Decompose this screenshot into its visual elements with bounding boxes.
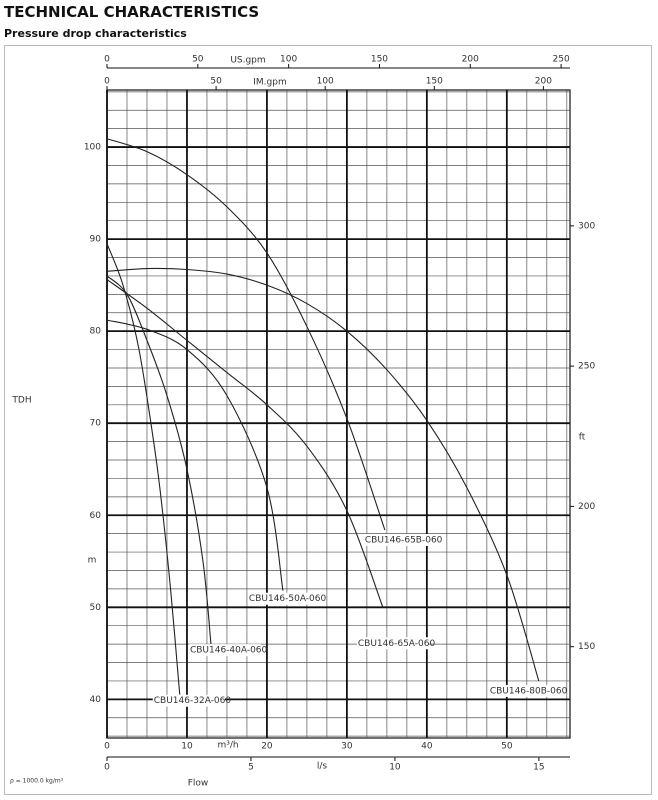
x-title: Flow — [188, 779, 209, 789]
curve-label: CBU146-65A-060 — [358, 639, 436, 649]
y-tick-label: 40 — [90, 695, 102, 705]
pump-curve — [106, 279, 384, 608]
y-axis-label: m — [88, 556, 97, 566]
x2-tick-label: 50 — [192, 55, 204, 65]
y-tick-label: 90 — [90, 235, 102, 245]
page-title: TECHNICAL CHARACTERISTICS — [4, 3, 260, 21]
axis-label: US.gpm — [230, 56, 265, 66]
y-tick-label: 70 — [90, 419, 102, 429]
y2-tick-label: 250 — [578, 362, 595, 372]
y-tick-label: 80 — [90, 327, 102, 337]
x2-tick-label: 5 — [248, 763, 254, 773]
y-tick-label: 60 — [90, 511, 102, 521]
axis-label: IM.gpm — [253, 78, 286, 88]
x2-tick-label: 0 — [104, 77, 110, 87]
x2-tick-label: 0 — [104, 763, 110, 773]
axis-label: l/s — [317, 762, 328, 772]
curve-label-bg — [152, 694, 225, 707]
x-axis-label: m³/h — [217, 741, 238, 751]
curve-label-bg — [356, 637, 429, 650]
plot-area — [106, 89, 571, 739]
x2-tick-label: 50 — [210, 77, 222, 87]
pump-curve — [106, 267, 540, 682]
pump-curve — [106, 319, 284, 591]
x2-tick-label: 100 — [280, 55, 297, 65]
x-tick-label: 40 — [421, 742, 433, 752]
curve-label-bg — [247, 592, 320, 605]
x2-tick-label: 150 — [426, 77, 443, 87]
y-tick-label: 100 — [84, 143, 101, 153]
curve-label-bg — [363, 533, 436, 546]
x2-tick-label: 150 — [371, 55, 388, 65]
x2-tick-label: 100 — [317, 77, 334, 87]
pump-curve — [106, 243, 181, 695]
curve-label-bg — [488, 684, 561, 697]
x-tick-label: 20 — [261, 742, 273, 752]
x2-tick-label: 0 — [104, 55, 110, 65]
curve-label: CBU146-80B-060 — [490, 686, 568, 696]
x-tick-label: 10 — [181, 742, 193, 752]
pump-curve — [106, 138, 386, 531]
y2-tick-label: 300 — [578, 221, 595, 231]
page-subtitle: Pressure drop characteristics — [4, 27, 187, 40]
curve-label-bg — [188, 644, 261, 657]
axis-label: ft — [579, 433, 586, 443]
curve-label: CBU146-50A-060 — [249, 594, 327, 604]
y-tick-label: 50 — [90, 603, 102, 613]
x-tick-label: 50 — [501, 742, 513, 752]
curve-label: CBU146-32A-060 — [154, 696, 232, 706]
x2-tick-label: 200 — [462, 55, 479, 65]
y2-tick-label: 150 — [578, 642, 595, 652]
pump-curve — [106, 275, 212, 645]
density-note: ρ = 1000.0 kg/m³ — [10, 778, 64, 785]
x2-tick-label: 15 — [533, 763, 544, 773]
x-tick-label: 30 — [341, 742, 353, 752]
x2-tick-label: 250 — [553, 55, 570, 65]
x2-tick-label: 200 — [535, 77, 552, 87]
y-title: TDH — [11, 396, 31, 406]
x2-tick-label: 10 — [389, 763, 401, 773]
y2-tick-label: 200 — [578, 502, 595, 512]
curve-label: CBU146-65B-060 — [365, 535, 443, 545]
frame — [4, 45, 652, 795]
x-tick-label: 0 — [104, 742, 110, 752]
curve-label: CBU146-40A-060 — [190, 646, 268, 656]
